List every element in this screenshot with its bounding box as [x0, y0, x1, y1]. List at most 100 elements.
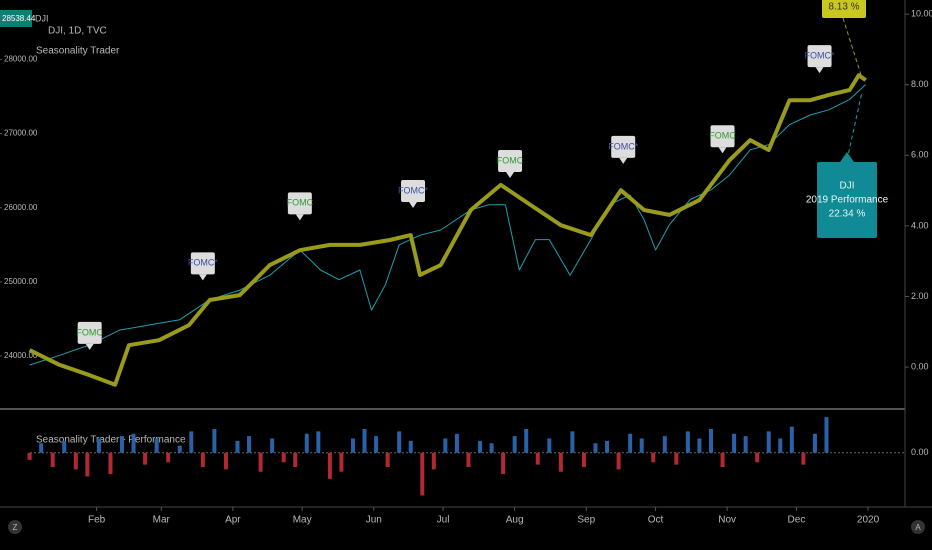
bar [189, 431, 194, 453]
symbol: DJI [35, 13, 49, 23]
fomc-box [77, 321, 102, 344]
bar [789, 426, 794, 453]
bar [431, 452, 436, 470]
bar [512, 436, 517, 453]
y2-tick-label: 6.00 [911, 150, 929, 160]
bar [247, 436, 252, 453]
timezone-button[interactable] [8, 520, 22, 534]
bar [593, 443, 598, 453]
price-badge-text: 28538.44 [2, 14, 36, 23]
x-tick-label: Dec [788, 515, 806, 526]
fomc-marker [198, 274, 207, 281]
chart-info: DJI, 1D, TVC [48, 26, 107, 37]
x-tick-label: Jun [366, 515, 382, 526]
bar [824, 417, 829, 453]
fomc-marker [295, 214, 304, 221]
bar [293, 452, 298, 467]
bar [466, 452, 471, 467]
bar [628, 433, 633, 453]
x-tick-label: Jul [437, 515, 450, 526]
fomc-label: FOMC [287, 198, 314, 208]
bar [524, 429, 529, 453]
bar [166, 452, 171, 463]
bar [223, 452, 228, 470]
x-tick-label: May [293, 515, 312, 526]
callout-pointer [840, 152, 854, 162]
bar [720, 452, 725, 467]
bar [281, 452, 286, 463]
x-tick-label: Apr [225, 515, 241, 526]
bar [812, 433, 817, 453]
fomc-marker [815, 67, 824, 74]
bar [108, 452, 113, 475]
fomc-label: FOMC* [805, 51, 835, 61]
bar [801, 452, 806, 465]
bar [778, 438, 783, 453]
series-line [29, 84, 867, 366]
y2-tick-label: 0.00 [911, 361, 929, 371]
indicator-name: Seasonality Trader [36, 46, 120, 57]
x-tick-label: 2020 [857, 515, 880, 526]
y-tick-label: 26000.00 [4, 203, 38, 212]
bar [420, 452, 425, 496]
bar [697, 438, 702, 453]
fomc-label: FOMC [497, 155, 524, 165]
dji-callout [817, 162, 877, 238]
y-tick-label: 27000.00 [4, 129, 38, 138]
auto-scale-button[interactable] [911, 520, 925, 534]
bar [547, 438, 552, 453]
fomc-box [401, 180, 426, 202]
fomc-box [807, 45, 832, 68]
x-tick-label: Mar [153, 515, 171, 526]
bar [558, 452, 563, 472]
bar [385, 452, 390, 467]
fomc-box [287, 192, 312, 215]
bar [651, 452, 656, 463]
callout-connector [846, 91, 863, 161]
x-tick-label: Aug [506, 515, 524, 526]
bar [339, 452, 344, 472]
bar [478, 440, 483, 453]
x-tick-label: Oct [648, 515, 664, 526]
bar [570, 431, 575, 453]
dji-callout-text: DJI [840, 181, 855, 192]
bar [732, 433, 737, 453]
y-tick-label: 25000.00 [4, 277, 38, 286]
x-tick-label: Sep [577, 515, 595, 526]
season-callout [822, 0, 866, 18]
bar [39, 443, 44, 453]
bar [605, 440, 610, 453]
bar [766, 431, 771, 453]
bar [131, 433, 136, 453]
bar [27, 452, 32, 460]
auto-scale-icon: A [915, 523, 921, 532]
bar [581, 452, 586, 467]
bar [304, 433, 309, 453]
bar [270, 438, 275, 453]
bar [62, 440, 67, 453]
bar [708, 429, 713, 453]
bar [143, 452, 148, 465]
y2-tick-label: 10.00 [911, 8, 932, 18]
bar [350, 438, 355, 453]
fomc-box [190, 252, 215, 275]
season-callout-text: 8.13 % [828, 2, 859, 13]
bar [50, 452, 55, 467]
fomc-marker [409, 202, 418, 208]
bar [362, 429, 367, 453]
bar [177, 445, 182, 453]
dji-callout-text: 22.34 % [829, 209, 866, 220]
bar [258, 452, 263, 472]
fomc-label: FOMC [709, 131, 736, 141]
bar [120, 436, 125, 453]
bar [374, 436, 379, 453]
x-tick-label: Feb [88, 515, 106, 526]
bar [200, 452, 205, 467]
bar [674, 452, 679, 465]
pane-title: Seasonality Trader - Performance [36, 435, 186, 446]
bar [743, 436, 748, 453]
bar [327, 452, 332, 479]
fomc-box [498, 150, 523, 172]
bar [454, 433, 459, 453]
